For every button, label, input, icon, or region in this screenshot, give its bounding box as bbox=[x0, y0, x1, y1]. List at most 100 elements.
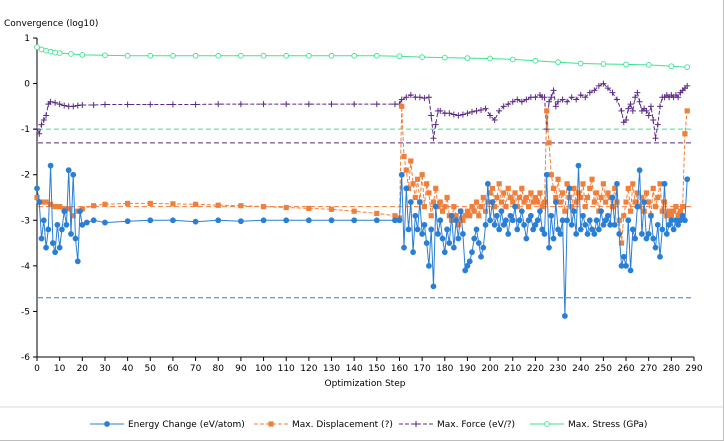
data-point bbox=[79, 206, 85, 212]
data-point bbox=[532, 221, 539, 228]
data-point bbox=[632, 94, 639, 101]
data-point bbox=[552, 199, 559, 205]
data-point bbox=[68, 231, 74, 237]
data-point bbox=[124, 52, 131, 59]
data-point bbox=[415, 176, 421, 182]
data-point bbox=[566, 185, 573, 192]
data-point bbox=[503, 204, 509, 210]
data-point bbox=[530, 226, 537, 233]
legend-swatch-marker bbox=[104, 421, 110, 427]
data-point bbox=[512, 203, 518, 210]
data-point bbox=[500, 221, 507, 228]
data-point bbox=[564, 217, 571, 224]
data-point bbox=[609, 89, 616, 96]
data-point bbox=[523, 194, 529, 201]
data-point bbox=[641, 208, 647, 214]
x-tick-label: 120 bbox=[300, 364, 317, 374]
data-point bbox=[600, 181, 606, 187]
x-tick-label: 20 bbox=[77, 364, 89, 374]
x-tick-label: 210 bbox=[504, 364, 521, 374]
data-point bbox=[328, 52, 335, 59]
data-point bbox=[487, 55, 493, 62]
data-point bbox=[40, 217, 47, 224]
data-point bbox=[654, 221, 661, 228]
data-point bbox=[426, 190, 432, 196]
data-point bbox=[494, 194, 500, 201]
data-point bbox=[428, 213, 434, 219]
data-point bbox=[36, 199, 43, 205]
x-tick-label: 40 bbox=[122, 364, 134, 374]
data-point bbox=[473, 226, 480, 233]
data-point bbox=[657, 103, 664, 110]
data-point bbox=[482, 105, 489, 112]
data-point bbox=[548, 212, 555, 219]
data-point bbox=[405, 226, 412, 233]
data-point bbox=[566, 194, 572, 201]
legend-item-energy-change-ev-atom: Energy Change (eV/atom) bbox=[90, 420, 245, 430]
data-point bbox=[464, 208, 471, 214]
data-point bbox=[467, 213, 473, 219]
y-tick-label: -5 bbox=[21, 307, 30, 317]
data-point bbox=[532, 94, 539, 101]
data-point bbox=[70, 171, 77, 178]
data-point bbox=[568, 94, 575, 101]
data-point bbox=[52, 249, 59, 256]
data-point bbox=[305, 101, 312, 108]
data-point bbox=[514, 226, 521, 233]
data-point bbox=[604, 85, 611, 92]
data-point bbox=[475, 240, 482, 246]
data-point bbox=[462, 213, 468, 219]
legend-label: Max. Force (eV/?) bbox=[437, 420, 515, 430]
data-point bbox=[652, 204, 659, 210]
data-point bbox=[412, 212, 419, 219]
data-point bbox=[641, 199, 648, 205]
data-point bbox=[47, 98, 54, 105]
x-tick-label: 240 bbox=[572, 364, 589, 374]
data-point bbox=[396, 217, 403, 224]
y-tick-label: -1 bbox=[21, 125, 30, 135]
x-tick-label: 90 bbox=[235, 364, 247, 374]
data-point bbox=[666, 208, 672, 214]
x-tick-label: 150 bbox=[368, 364, 385, 374]
data-point bbox=[52, 49, 58, 56]
data-point bbox=[125, 200, 131, 207]
data-point bbox=[61, 208, 68, 215]
data-point bbox=[636, 98, 643, 105]
data-point bbox=[577, 60, 584, 67]
data-point bbox=[453, 213, 459, 219]
x-tick-label: 220 bbox=[527, 364, 544, 374]
data-point bbox=[328, 206, 335, 212]
data-point bbox=[478, 204, 484, 210]
data-point bbox=[437, 107, 444, 114]
x-tick-label: 260 bbox=[617, 364, 634, 374]
data-point bbox=[464, 55, 471, 61]
data-point bbox=[516, 217, 523, 224]
threshold-lines bbox=[38, 128, 694, 299]
data-point bbox=[215, 101, 222, 108]
data-point bbox=[34, 44, 40, 50]
data-point bbox=[675, 94, 682, 101]
data-point bbox=[412, 194, 418, 201]
data-point bbox=[521, 199, 527, 205]
data-point bbox=[625, 105, 632, 112]
data-point bbox=[439, 208, 446, 214]
data-point bbox=[600, 221, 607, 228]
data-point bbox=[79, 101, 86, 108]
data-point bbox=[432, 203, 439, 210]
data-point bbox=[514, 96, 521, 103]
data-point bbox=[433, 185, 439, 191]
series-layer bbox=[34, 44, 691, 319]
data-point bbox=[305, 217, 312, 224]
data-point bbox=[487, 190, 493, 196]
data-point bbox=[79, 221, 86, 228]
data-point bbox=[421, 95, 428, 102]
data-point bbox=[589, 176, 595, 182]
data-point bbox=[77, 208, 83, 215]
data-point bbox=[668, 213, 674, 219]
series-max-stress-gpa bbox=[34, 44, 691, 71]
data-point bbox=[482, 221, 489, 228]
data-point bbox=[59, 226, 65, 233]
data-point bbox=[192, 218, 199, 225]
x-tick-label: 110 bbox=[278, 364, 295, 374]
data-point bbox=[426, 262, 432, 269]
